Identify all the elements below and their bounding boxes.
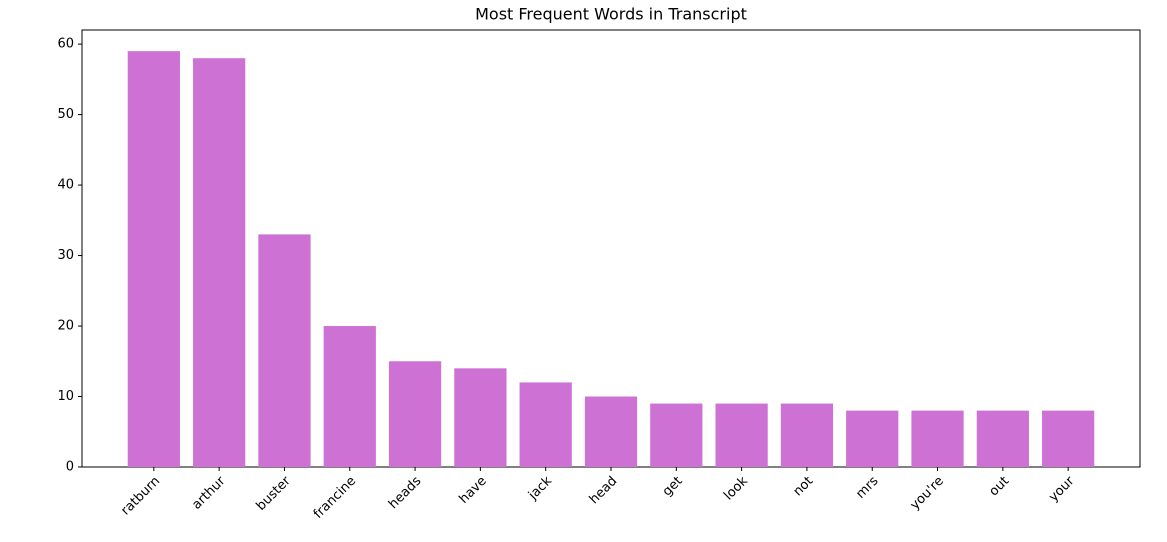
x-tick-label: arthur <box>189 473 229 513</box>
bar <box>780 403 834 467</box>
y-tick-label: 10 <box>57 389 74 404</box>
bar <box>846 410 899 467</box>
bar <box>650 403 703 467</box>
x-tick-label: get <box>660 474 686 500</box>
y-tick-label: 50 <box>57 107 74 122</box>
bar <box>127 51 180 467</box>
bar <box>258 234 311 467</box>
bar <box>584 396 638 467</box>
bar <box>976 410 1029 467</box>
y-tick-label: 20 <box>57 319 74 334</box>
x-tick-label: look <box>721 473 751 503</box>
x-tick-label: ratburn <box>118 474 163 519</box>
bar <box>193 58 246 468</box>
bar <box>911 410 964 467</box>
x-tick-label: mrs <box>853 474 881 502</box>
bar <box>715 403 768 467</box>
x-tick-label: head <box>587 474 621 508</box>
x-tick-label: your <box>1046 473 1078 505</box>
bar <box>454 368 507 467</box>
y-tick-label: 40 <box>57 178 74 193</box>
x-tick-label: francine <box>311 474 359 522</box>
y-tick-label: 30 <box>57 248 74 263</box>
x-tick-label: out <box>986 474 1012 500</box>
y-tick-label: 0 <box>66 460 74 475</box>
x-tick-label: buster <box>254 473 295 514</box>
x-tick-label: you're <box>908 474 947 513</box>
y-tick-label: 60 <box>57 37 74 52</box>
x-tick-label: not <box>791 474 817 500</box>
bar <box>1042 410 1095 467</box>
x-tick-label: heads <box>386 474 425 513</box>
bar <box>519 382 572 467</box>
chart-title: Most Frequent Words in Transcript <box>475 5 747 24</box>
x-tick-label: have <box>457 474 490 507</box>
bar <box>388 361 442 467</box>
bar <box>323 326 376 467</box>
x-tick-label: jack <box>525 473 555 503</box>
